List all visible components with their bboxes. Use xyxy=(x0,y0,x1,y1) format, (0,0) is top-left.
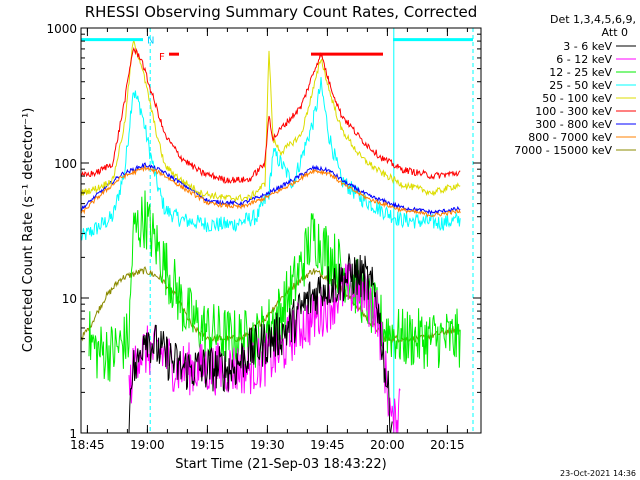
series-line-300-800-keV xyxy=(81,162,461,216)
x-tick-label: 19:30 xyxy=(250,438,285,452)
x-tick-label: 19:45 xyxy=(310,438,345,452)
series-line-800-7000-keV xyxy=(81,164,461,218)
legend-label: 50 - 100 keV xyxy=(542,92,612,105)
legend-label: 7000 - 15000 keV xyxy=(514,144,612,157)
legend-label: 3 - 6 keV xyxy=(563,40,612,53)
y-tick-label: 100 xyxy=(54,157,77,171)
chart-title: RHESSI Observing Summary Count Rates, Co… xyxy=(85,3,478,21)
legend-label: 100 - 300 keV xyxy=(535,105,612,118)
series-line-50-100-keV xyxy=(81,40,461,203)
legend-title-line-2: Att 0 xyxy=(602,26,628,39)
x-tick-label: 20:00 xyxy=(370,438,405,452)
y-tick-label: 10 xyxy=(62,292,77,306)
y-tick-label: 1000 xyxy=(46,22,77,36)
footer-timestamp: 23-Oct-2021 14:36 xyxy=(560,469,636,478)
legend-label: 12 - 25 keV xyxy=(549,66,612,79)
series-line-100-300-keV xyxy=(81,46,461,184)
legend-label: 800 - 7000 keV xyxy=(528,131,612,144)
series-line-3-6-keV xyxy=(128,253,393,433)
legend-title-line-1: Det 1,3,4,5,6,9, xyxy=(550,13,636,26)
x-axis-label: Start Time (21-Sep-03 18:43:22) xyxy=(175,457,386,472)
y-tick-label: 1 xyxy=(69,427,77,441)
x-tick-label: 18:45 xyxy=(70,438,105,452)
legend-label: 300 - 800 keV xyxy=(535,118,612,131)
series-line-25-50-keV xyxy=(81,77,461,241)
annotation-F: F xyxy=(159,52,165,63)
legend-label: 25 - 50 keV xyxy=(549,79,612,92)
series-line-6-12-keV xyxy=(128,263,401,433)
annotation-N: N xyxy=(147,36,154,47)
segment-bars: NF xyxy=(81,36,473,63)
y-axis-label: Corrected Count Rate (s⁻¹ detector⁻¹) xyxy=(21,108,36,353)
x-tick-label: 20:15 xyxy=(430,438,465,452)
legend-label: 6 - 12 keV xyxy=(556,53,612,66)
axes: 18:45 19:00 19:15 19:30 19:45 20:00 20:15 1 10 10… xyxy=(46,22,481,452)
x-tick-label: 19:15 xyxy=(190,438,225,452)
x-tick-label: 19:00 xyxy=(130,438,165,452)
series-layer xyxy=(81,40,461,433)
plot-frame xyxy=(80,27,482,434)
